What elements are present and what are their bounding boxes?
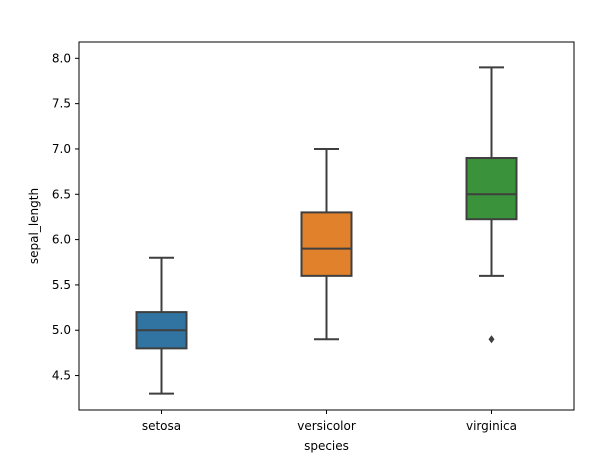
y-tick-label: 6.0 [52,233,71,247]
outlier-point [488,335,495,344]
iqr-box [465,157,518,221]
plot-area [135,66,518,395]
y-tick-label: 6.5 [52,187,71,201]
x-axis-ticks: setosa versicolor virginica [142,410,517,433]
plot-frame [78,41,575,411]
iqr-box [300,211,353,277]
y-tick-label: 7.0 [52,142,71,156]
box-versicolor [300,147,353,341]
y-axis-ticks: 4.5 5.0 5.5 6.0 6.5 7.0 7.5 8.0 [52,51,79,383]
x-axis-label: species [304,439,349,453]
x-tick-label: virginica [466,419,517,433]
x-tick-label: setosa [142,419,181,433]
y-axis-label: sepal_length [27,188,41,264]
y-tick-label: 5.0 [52,323,71,337]
y-tick-label: 7.5 [52,97,71,111]
y-tick-label: 8.0 [52,51,71,65]
x-tick-label: versicolor [297,419,356,433]
box-setosa [135,256,188,395]
y-tick-label: 5.5 [52,278,71,292]
y-tick-label: 4.5 [52,369,71,383]
box-virginica [465,66,518,344]
